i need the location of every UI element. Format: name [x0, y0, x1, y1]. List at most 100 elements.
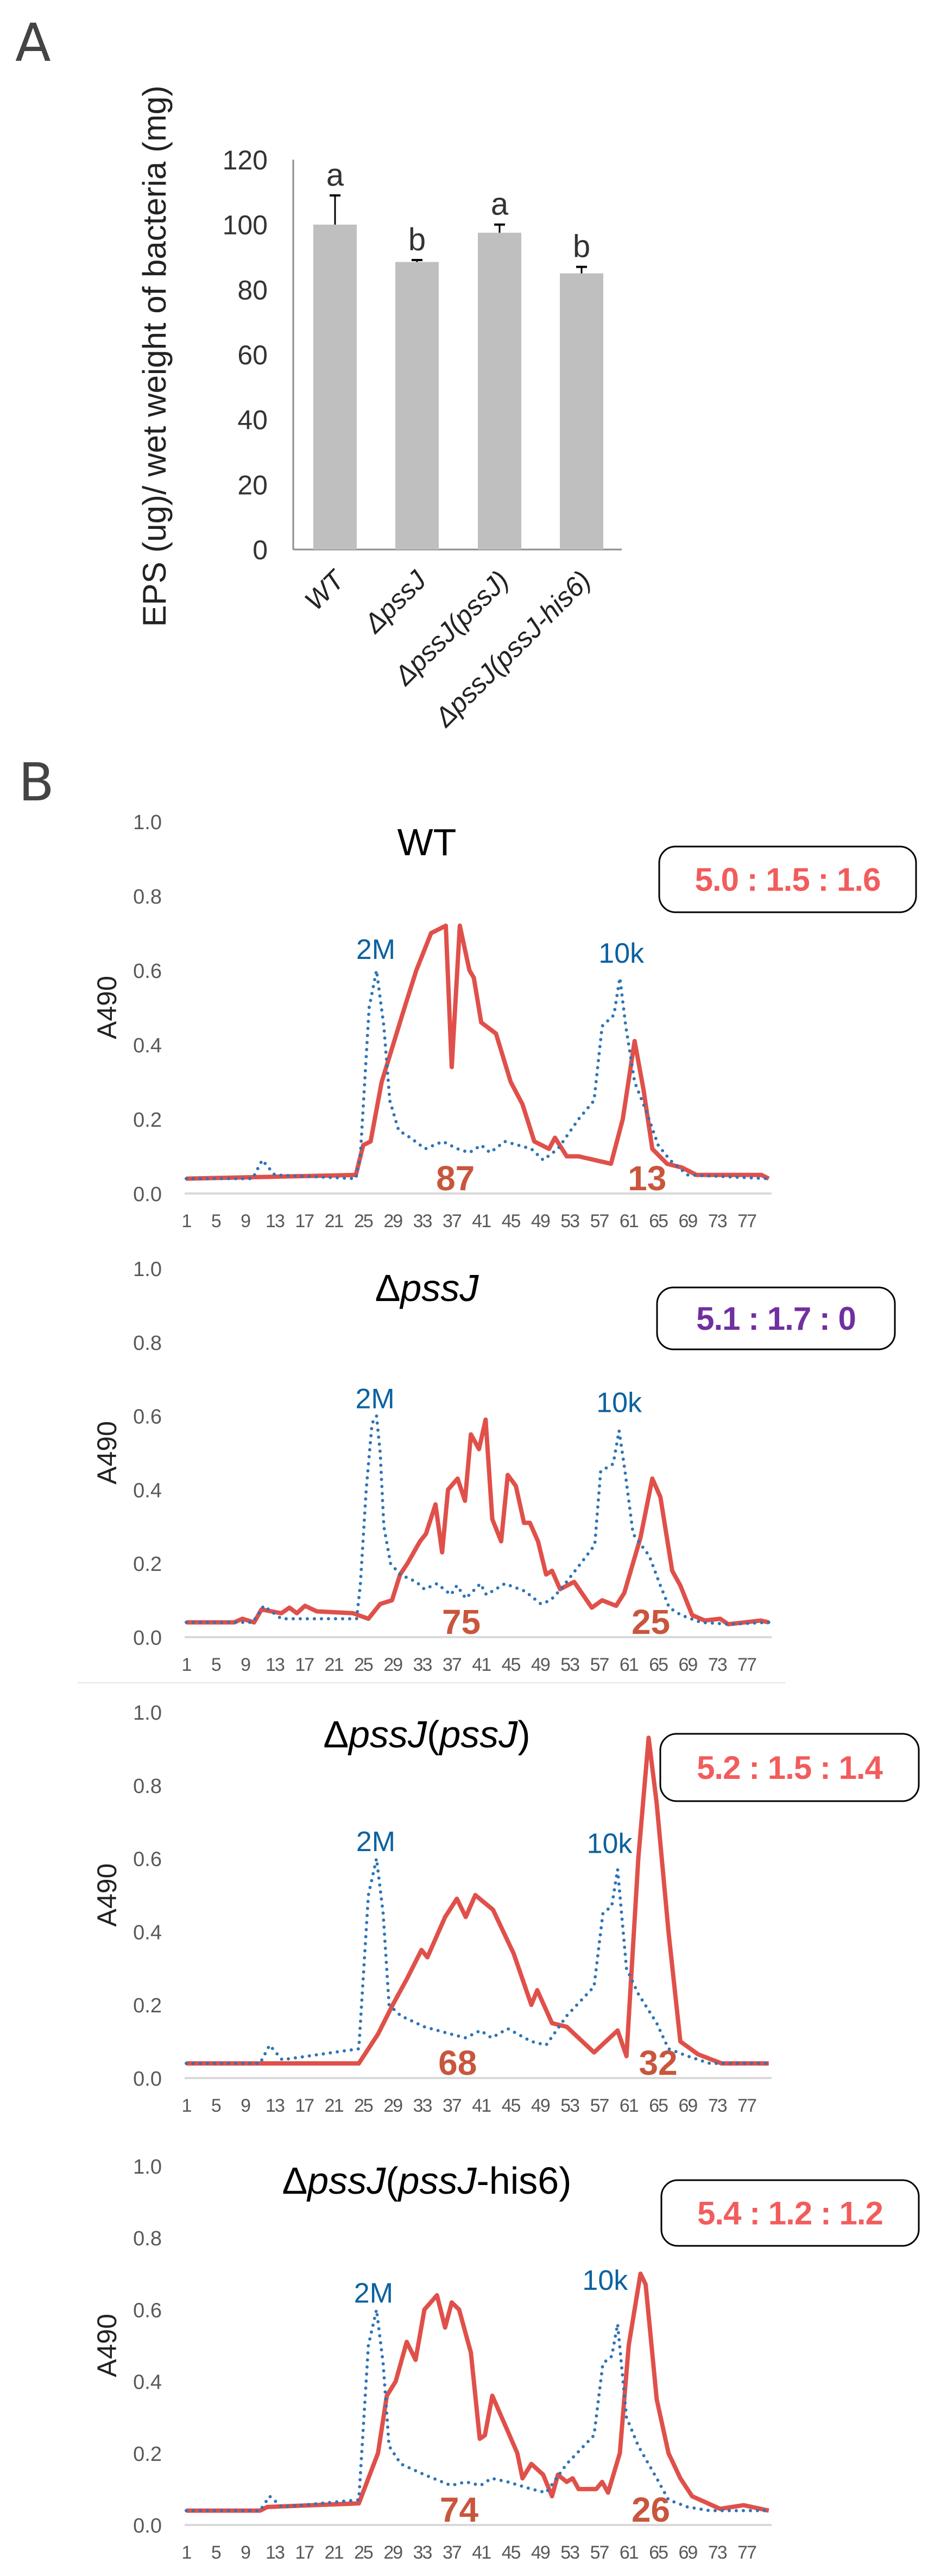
y-tick-label: 1.0 [133, 1702, 162, 1725]
x-tick-label: 1 [182, 2095, 192, 2116]
y-tick-label: 0.8 [133, 886, 162, 908]
y-tick-label: 0.8 [133, 2227, 162, 2250]
x-tick-label: 69 [679, 1211, 698, 1232]
peak-percent-label: 87 [436, 1159, 475, 1198]
x-tick-label: 1 [182, 2542, 192, 2563]
standards-series-line [185, 2308, 771, 2512]
x-tick-label: 57 [590, 2095, 609, 2116]
x-tick-label: WT [299, 564, 351, 616]
x-tick-label: 17 [295, 2095, 314, 2116]
y-tick-label: 1.0 [133, 2156, 162, 2179]
y-tick-label: 0.6 [133, 960, 162, 983]
x-tick-label: 41 [472, 1211, 491, 1232]
x-tick-label: 9 [241, 1655, 250, 1675]
x-tick-label: 25 [354, 1655, 373, 1675]
significance-letter: b [573, 229, 590, 264]
chart-title: ΔpssJ(pssJ-his6) [282, 2160, 572, 2202]
y-tick-label: 20 [237, 470, 268, 500]
x-tick-label: ΔpssJ [358, 564, 432, 639]
x-tick-label: 65 [649, 1211, 668, 1232]
marker-label-2m: 2M [356, 1384, 395, 1415]
standards-series-line [185, 1857, 771, 2065]
standards-series-line [185, 1414, 771, 1626]
x-tick-label: 17 [295, 1211, 314, 1232]
x-tick-label: 17 [295, 2542, 314, 2563]
x-tick-label: 37 [443, 2542, 462, 2563]
x-tick-label: 73 [708, 2542, 727, 2563]
x-tick-label: 25 [354, 1211, 373, 1232]
x-tick-label: 41 [472, 2095, 491, 2116]
x-tick-label: 53 [560, 2095, 579, 2116]
ratio-box [660, 2179, 920, 2247]
y-tick-label: 0.8 [133, 1332, 162, 1355]
significance-letter: b [408, 222, 426, 257]
ratio-text: 5.1 : 1.7 : 0 [696, 1300, 856, 1337]
x-tick-label: 65 [649, 1655, 668, 1675]
x-tick-label: 25 [354, 2542, 373, 2563]
x-tick-label: 9 [241, 2095, 250, 2116]
x-tick-label: 45 [502, 1211, 521, 1232]
y-tick-label: 0.6 [133, 1848, 162, 1871]
ratio-box [656, 1286, 896, 1350]
x-tick-label: 21 [325, 1211, 344, 1232]
x-tick-label: 65 [649, 2542, 668, 2563]
marker-label-10k: 10k [596, 1387, 642, 1418]
y-tick-label: 0.8 [133, 1775, 162, 1798]
x-tick-label: 53 [560, 1655, 579, 1675]
y-axis-title: A490 [92, 976, 122, 1039]
elution-chart: 0.0 0.2 0.4 0.6 0.8 1.0 A490 1 5 9 13 17 21 25 29 33 37 4… [92, 2156, 920, 2563]
y-tick-label: 0 [252, 535, 268, 565]
sample-series-line [186, 1735, 769, 2066]
x-tick-label: 29 [383, 1211, 402, 1232]
x-tick-label: 21 [325, 2095, 344, 2116]
sample-series-line [186, 2271, 769, 2513]
x-tick-label: 45 [502, 2542, 521, 2563]
x-tick-label: 13 [266, 2095, 285, 2116]
y-tick-label: 0.0 [133, 2515, 162, 2537]
x-tick-label: 69 [679, 2095, 698, 2116]
x-tick-label: 73 [708, 1211, 727, 1232]
y-axis-title: A490 [92, 2314, 122, 2377]
peak-percent-label: 25 [632, 1602, 670, 1641]
x-tick-label: 57 [590, 2542, 609, 2563]
x-tick-label: 9 [241, 1211, 250, 1232]
x-tick-label: 5 [211, 2095, 221, 2116]
chart-title: WT [397, 821, 457, 863]
elution-chart: 0.0 0.2 0.4 0.6 0.8 1.0 A490 1 5 9 13 17 21 25 29 33 37 4… [92, 1702, 920, 2116]
x-tick-label: 5 [211, 1211, 221, 1232]
x-tick-label: 1 [182, 1211, 192, 1232]
ratio-box [658, 845, 917, 913]
panel-label-a: A [15, 12, 51, 73]
marker-label-2m: 2M [356, 934, 395, 965]
x-tick-label: 25 [354, 2095, 373, 2116]
x-tick-label: 33 [413, 2095, 432, 2116]
x-tick-label: 61 [620, 1655, 639, 1675]
peak-percent-label: 32 [639, 2043, 678, 2082]
x-tick-label: 49 [531, 1655, 550, 1675]
peak-percent-label: 13 [628, 1159, 666, 1198]
x-tick-label: 29 [383, 1655, 402, 1675]
y-tick-label: 0.0 [133, 1183, 162, 1206]
y-tick-label: 0.4 [133, 1479, 162, 1502]
x-tick-label: 77 [737, 1655, 756, 1675]
elution-chart: 0.0 0.2 0.4 0.6 0.8 1.0 A490 1 5 9 13 17 21 25 29 33 37 4… [92, 1258, 896, 1675]
x-tick-label: 37 [443, 2095, 462, 2116]
x-tick-label: 33 [413, 2542, 432, 2563]
x-tick-label: 33 [413, 1211, 432, 1232]
chart-title: ΔpssJ [375, 1267, 479, 1309]
x-tick-label: 13 [266, 1655, 285, 1675]
x-tick-label: 45 [502, 1655, 521, 1675]
marker-label-2m: 2M [354, 2277, 393, 2309]
y-axis-title: EPS (ug)/ wet weight of bacteria (mg) [136, 85, 173, 627]
x-tick-label: 73 [708, 1655, 727, 1675]
x-tick-label: 61 [620, 1211, 639, 1232]
x-tick-label: 1 [182, 1655, 192, 1675]
x-tick-label: 9 [241, 2542, 250, 2563]
y-tick-label: 0.6 [133, 1406, 162, 1429]
ratio-text: 5.2 : 1.5 : 1.4 [697, 1750, 883, 1786]
x-tick-label: 33 [413, 1655, 432, 1675]
x-tick-label: 57 [590, 1211, 609, 1232]
y-tick-label: 0.2 [133, 1553, 162, 1576]
